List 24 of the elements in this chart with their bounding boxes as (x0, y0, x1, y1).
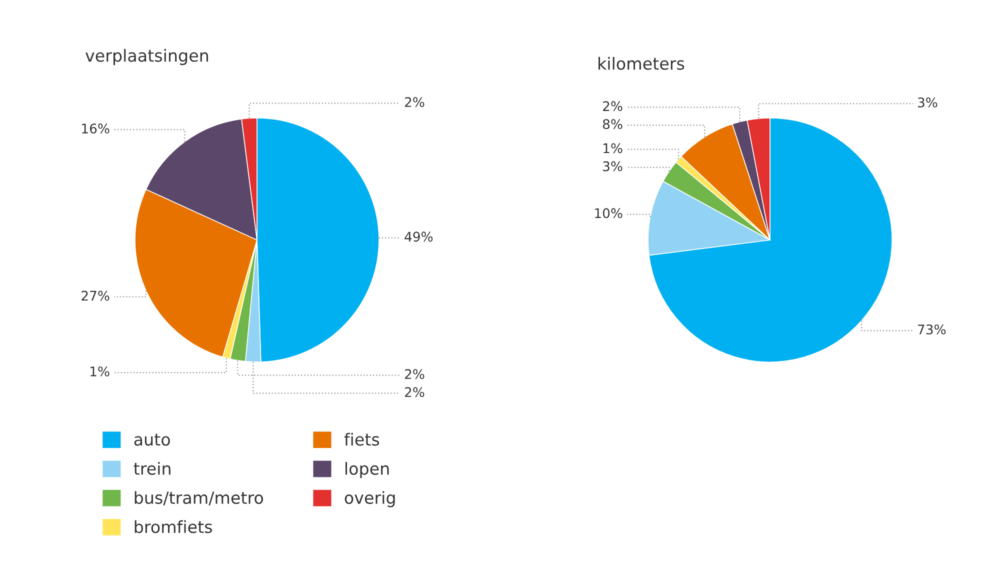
data-label: 3% (603, 161, 622, 172)
legend-label: auto (134, 434, 170, 446)
legend-label: overig (344, 491, 395, 508)
legend-label: bromfiets (134, 520, 212, 534)
data-label: 16% (82, 124, 110, 134)
data-label: 2% (404, 97, 424, 108)
pie-slice (648, 118, 892, 362)
legend-label: lopen (345, 462, 389, 478)
chart-title: verplaatsingen (85, 48, 208, 66)
data-label: 3% (918, 97, 938, 108)
data-label: 10% (595, 208, 622, 218)
data-label: 8% (602, 119, 622, 130)
legend-label: bus/tram/metro (134, 491, 264, 506)
data-label: 1% (90, 366, 110, 376)
legend-label: fiets (344, 432, 380, 446)
data-label: 73% (918, 324, 946, 334)
data-label: 2% (603, 101, 622, 112)
data-label: 2% (404, 369, 424, 380)
legend-label: trein (134, 462, 170, 475)
data-label: 49% (404, 232, 433, 242)
data-label: 1% (604, 143, 622, 154)
chart-title: kilometers (598, 56, 684, 70)
data-label: 27% (82, 290, 110, 301)
data-label: 2% (404, 387, 424, 398)
